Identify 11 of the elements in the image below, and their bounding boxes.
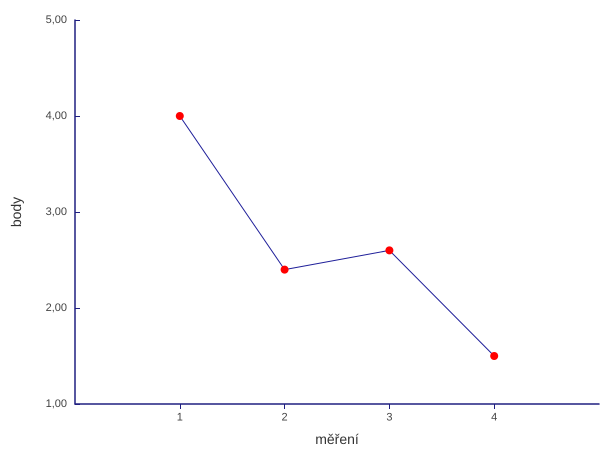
- x-tick-label: 3: [386, 412, 392, 424]
- y-axis-title: body: [8, 196, 24, 228]
- x-axis-title: měření: [315, 431, 359, 447]
- x-tick-label: 2: [282, 412, 288, 424]
- y-tick-label: 3,00: [46, 206, 67, 218]
- y-tick-label: 2,00: [46, 302, 67, 314]
- x-tick-label: 4: [491, 412, 498, 424]
- y-tick-label: 1,00: [46, 398, 67, 410]
- y-tick-label: 4,00: [46, 110, 67, 122]
- y-tick-label: 5,00: [46, 14, 67, 26]
- x-tick-label: 1: [176, 412, 183, 424]
